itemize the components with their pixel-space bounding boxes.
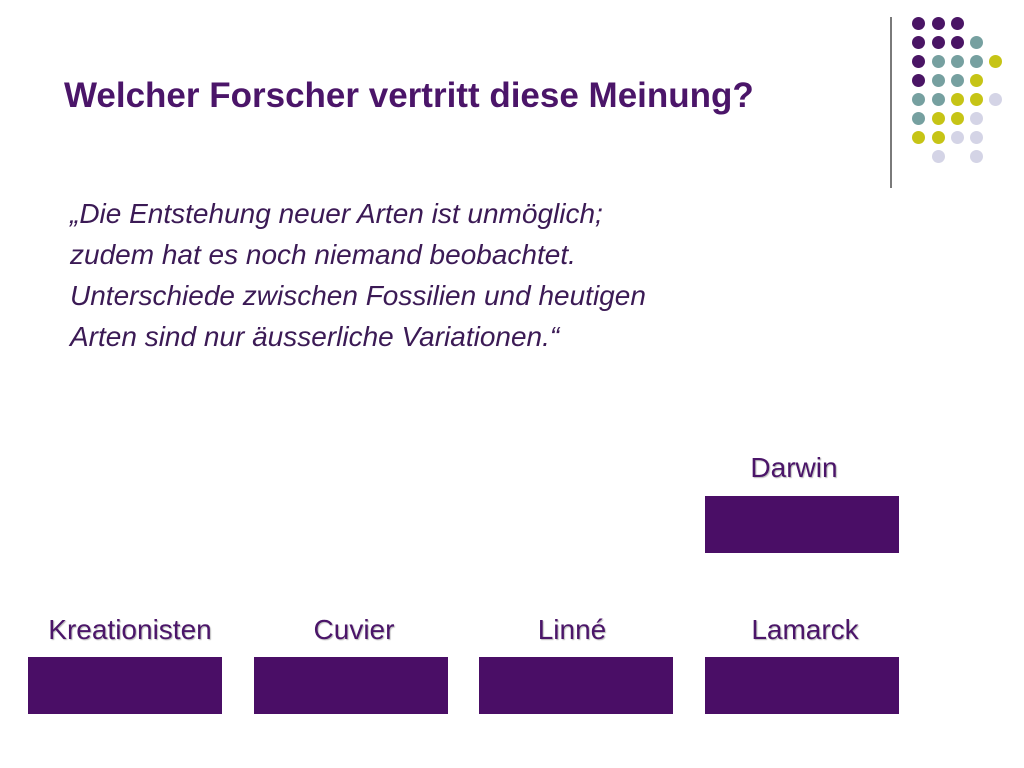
decor-dot bbox=[912, 74, 925, 87]
quote-line: „Die Entstehung neuer Arten ist unmöglic… bbox=[70, 198, 603, 229]
decor-dot bbox=[951, 93, 964, 106]
decor-dot bbox=[932, 74, 945, 87]
answer-box-linne[interactable] bbox=[479, 657, 673, 714]
decor-dot bbox=[912, 55, 925, 68]
decor-dot bbox=[932, 55, 945, 68]
decor-dot bbox=[932, 112, 945, 125]
decor-dot bbox=[951, 112, 964, 125]
decor-dot bbox=[970, 55, 983, 68]
decorative-divider bbox=[890, 17, 892, 188]
answer-label-linne: Linné bbox=[537, 614, 607, 645]
decor-dot bbox=[989, 93, 1002, 106]
quote-text: „Die Entstehung neuer Arten ist unmöglic… bbox=[70, 193, 830, 357]
decor-dot bbox=[932, 36, 945, 49]
decor-dot bbox=[932, 17, 945, 30]
decor-dot bbox=[970, 74, 983, 87]
decor-dot bbox=[932, 93, 945, 106]
answer-label-lamarck: Lamarck bbox=[751, 614, 859, 645]
answer-box-cuvier[interactable] bbox=[254, 657, 448, 714]
decor-dot bbox=[970, 131, 983, 144]
answer-box-kreationisten[interactable] bbox=[28, 657, 222, 714]
quote-line: Arten sind nur äusserliche Variationen.“ bbox=[70, 321, 560, 352]
answer-box-lamarck[interactable] bbox=[705, 657, 899, 714]
decor-dot bbox=[951, 131, 964, 144]
decor-dot bbox=[912, 36, 925, 49]
decor-dot bbox=[989, 55, 1002, 68]
decor-dot bbox=[912, 131, 925, 144]
decor-dot bbox=[951, 36, 964, 49]
quote-line: Unterschiede zwischen Fossilien und heut… bbox=[70, 280, 646, 311]
decor-dot bbox=[951, 55, 964, 68]
decor-dot bbox=[932, 150, 945, 163]
decor-dot bbox=[912, 112, 925, 125]
decor-dot bbox=[951, 17, 964, 30]
decor-dot bbox=[951, 74, 964, 87]
decor-dot bbox=[932, 131, 945, 144]
answer-label-darwin: Darwin bbox=[750, 452, 838, 483]
decor-dot bbox=[970, 150, 983, 163]
decor-dot bbox=[912, 93, 925, 106]
decor-dot bbox=[970, 36, 983, 49]
answer-label-cuvier: Cuvier bbox=[313, 614, 395, 645]
decor-dot bbox=[970, 93, 983, 106]
answer-label-kreationisten: Kreationisten bbox=[48, 614, 212, 645]
decor-dot bbox=[912, 17, 925, 30]
answer-box-darwin[interactable] bbox=[705, 496, 899, 553]
quote-line: zudem hat es noch niemand beobachtet. bbox=[70, 239, 576, 270]
slide-title: Welcher Forscher vertritt diese Meinung? bbox=[64, 76, 754, 115]
decor-dot bbox=[970, 112, 983, 125]
